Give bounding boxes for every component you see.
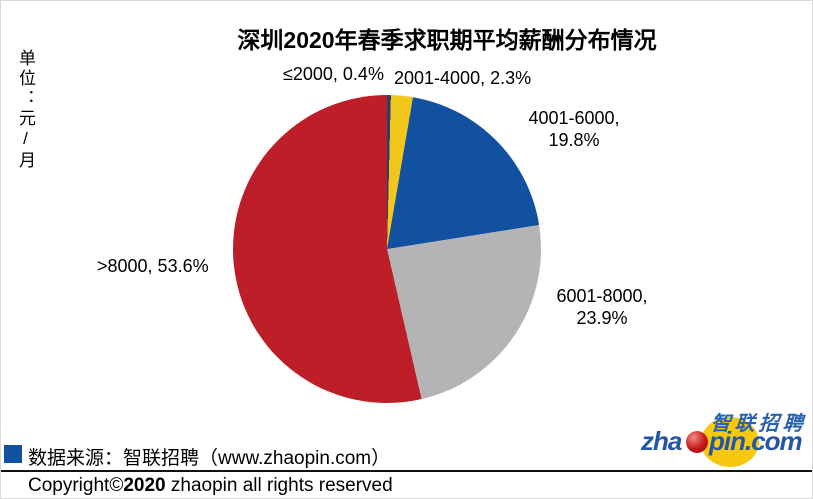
unit-label: 单位：元/月: [16, 49, 35, 171]
pie-chart: [233, 95, 541, 403]
copyright-suffix: zhaopin all rights reserved: [165, 475, 393, 496]
slice-label-gt8000: >8000, 53.6%: [97, 256, 209, 276]
slice-label-6001-8000: 6001-8000, 23.9%: [556, 286, 648, 328]
divider-line: [1, 470, 812, 472]
logo-en-text-right: pin.com: [709, 426, 803, 456]
copyright-text: Copyright©2020 zhaopin all rights reserv…: [28, 475, 393, 497]
copyright-year: 2020: [123, 475, 166, 496]
zhaopin-logo: 智联招聘 zha pin.com: [637, 399, 812, 469]
copyright-prefix: Copyright©: [28, 475, 124, 496]
logo-en-text-left: zha: [641, 426, 682, 456]
logo-red-dot-icon: [686, 431, 708, 453]
data-source-text: 数据来源：智联招聘（www.zhaopin.com）: [28, 448, 391, 469]
logo-yellow-circle-icon: [701, 417, 759, 467]
chart-title: 深圳2020年春季求职期平均薪酬分布情况: [237, 27, 657, 53]
slice-label-4001-6000: 4001-6000, 19.8%: [528, 108, 620, 150]
legend-marker: [4, 445, 22, 463]
slice-label-2001-4000: 2001-4000, 2.3%: [394, 68, 532, 88]
slice-label-le2000: ≤2000, 0.4%: [283, 64, 384, 84]
